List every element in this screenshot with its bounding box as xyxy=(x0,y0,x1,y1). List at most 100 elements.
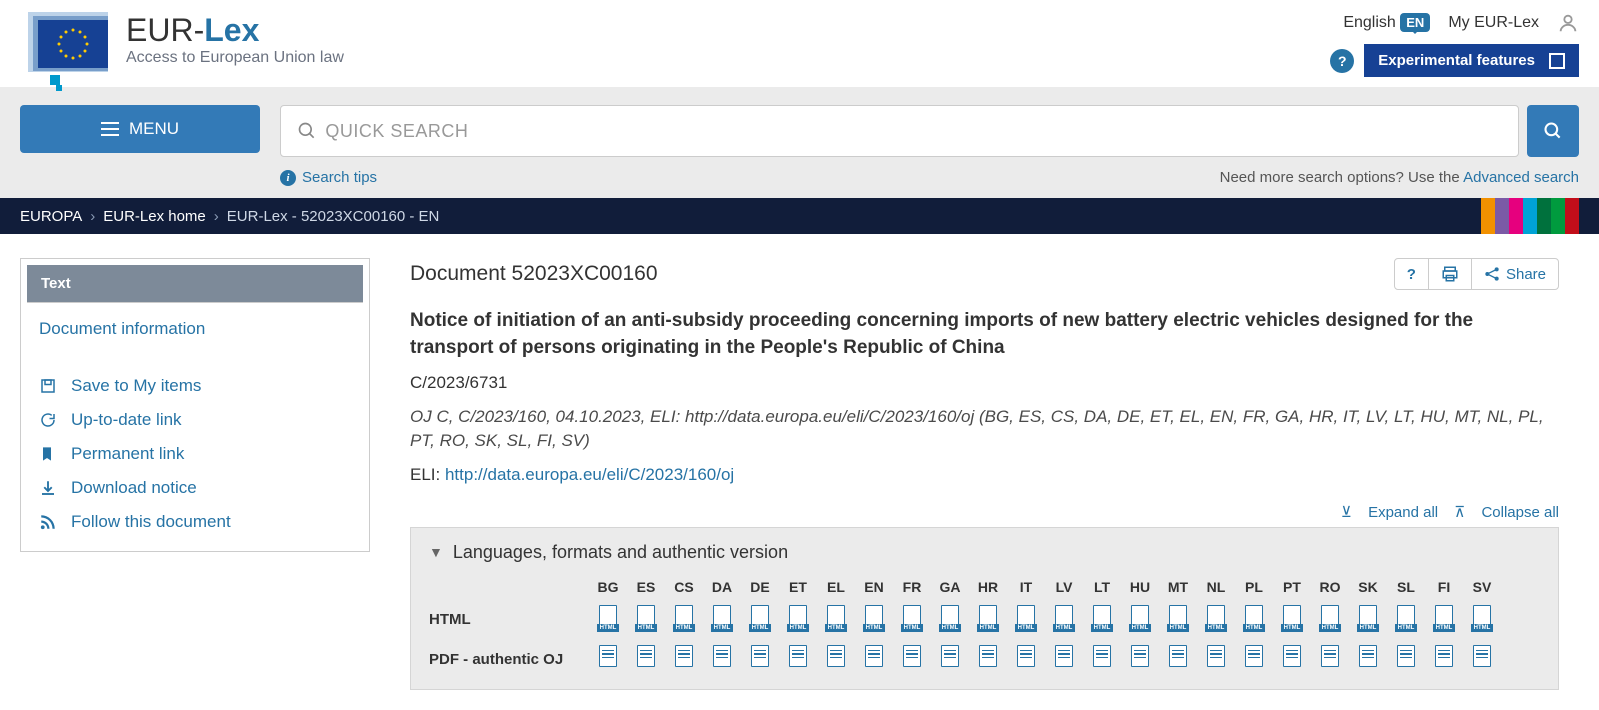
format-download-link[interactable] xyxy=(741,645,779,675)
format-download-link[interactable] xyxy=(779,645,817,675)
sidebar-action-refresh[interactable]: Up-to-date link xyxy=(21,403,369,437)
experimental-features-toggle[interactable]: Experimental features xyxy=(1364,44,1579,77)
format-download-link[interactable]: HTML xyxy=(1273,605,1311,635)
format-download-link[interactable]: HTML xyxy=(1235,605,1273,635)
lang-header: GA xyxy=(931,579,969,595)
format-download-link[interactable] xyxy=(817,645,855,675)
lang-header: RO xyxy=(1311,579,1349,595)
eli-link[interactable]: http://data.europa.eu/eli/C/2023/160/oj xyxy=(445,465,734,484)
lang-header: MT xyxy=(1159,579,1197,595)
format-download-link[interactable]: HTML xyxy=(1159,605,1197,635)
document-information-link[interactable]: Document information xyxy=(21,309,369,349)
format-download-link[interactable] xyxy=(627,645,665,675)
sidebar-action-download[interactable]: Download notice xyxy=(21,471,369,505)
format-download-link[interactable]: HTML xyxy=(1007,605,1045,635)
format-download-link[interactable] xyxy=(1121,645,1159,675)
format-download-link[interactable]: HTML xyxy=(969,605,1007,635)
search-tips-link[interactable]: i Search tips xyxy=(280,169,377,186)
format-download-link[interactable]: HTML xyxy=(817,605,855,635)
doc-help-button[interactable]: ? xyxy=(1395,259,1428,289)
sidebar-action-save[interactable]: Save to My items xyxy=(21,369,369,403)
format-download-link[interactable] xyxy=(703,645,741,675)
expand-all-link[interactable]: ⊻ Expand all xyxy=(1341,504,1438,521)
quick-search-box[interactable] xyxy=(280,105,1519,157)
format-download-link[interactable] xyxy=(1159,645,1197,675)
format-download-link[interactable]: HTML xyxy=(1387,605,1425,635)
format-download-link[interactable]: HTML xyxy=(1311,605,1349,635)
format-download-link[interactable] xyxy=(1007,645,1045,675)
lang-header: HR xyxy=(969,579,1007,595)
format-download-link[interactable] xyxy=(1425,645,1463,675)
lang-header: FR xyxy=(893,579,931,595)
format-download-link[interactable] xyxy=(1235,645,1273,675)
logo-area[interactable]: EUR-Lex Access to European Union law xyxy=(20,12,344,87)
breadcrumb-item[interactable]: EUROPA xyxy=(20,208,82,225)
format-download-link[interactable] xyxy=(969,645,1007,675)
format-download-link[interactable] xyxy=(893,645,931,675)
format-download-link[interactable] xyxy=(1387,645,1425,675)
breadcrumb-item[interactable]: EUR-Lex home xyxy=(103,208,206,225)
breadcrumb-item: EUR-Lex - 52023XC00160 - EN xyxy=(227,208,440,225)
format-download-link[interactable] xyxy=(1273,645,1311,675)
collapse-all-link[interactable]: ⊼ Collapse all xyxy=(1454,504,1559,521)
bookmark-icon xyxy=(39,445,57,463)
lang-header: FI xyxy=(1425,579,1463,595)
format-download-link[interactable] xyxy=(589,645,627,675)
format-download-link[interactable] xyxy=(665,645,703,675)
format-download-link[interactable] xyxy=(1311,645,1349,675)
sidebar-action-rss[interactable]: Follow this document xyxy=(21,505,369,539)
lang-header: DA xyxy=(703,579,741,595)
sidebar-tab-text[interactable]: Text xyxy=(27,265,363,303)
format-download-link[interactable]: HTML xyxy=(627,605,665,635)
format-download-link[interactable]: HTML xyxy=(1121,605,1159,635)
format-download-link[interactable]: HTML xyxy=(665,605,703,635)
format-download-link[interactable] xyxy=(931,645,969,675)
sidebar-panel: Text Document information Save to My ite… xyxy=(20,258,370,552)
format-download-link[interactable] xyxy=(855,645,893,675)
experimental-checkbox[interactable] xyxy=(1549,53,1565,69)
format-download-link[interactable]: HTML xyxy=(931,605,969,635)
search-input[interactable] xyxy=(325,121,1502,142)
header-top-links: English EN My EUR-Lex xyxy=(1343,12,1579,34)
format-row: HTMLHTMLHTMLHTMLHTMLHTMLHTMLHTMLHTMLHTML… xyxy=(429,605,1540,635)
advanced-search-text: Need more search options? Use the Advanc… xyxy=(1220,169,1579,186)
help-icon[interactable]: ? xyxy=(1330,49,1354,73)
lang-header: PL xyxy=(1235,579,1273,595)
sidebar-action-bookmark[interactable]: Permanent link xyxy=(21,437,369,471)
format-download-link[interactable]: HTML xyxy=(589,605,627,635)
format-download-link[interactable]: HTML xyxy=(1197,605,1235,635)
search-submit-button[interactable] xyxy=(1527,105,1579,157)
format-download-link[interactable]: HTML xyxy=(1425,605,1463,635)
user-icon[interactable] xyxy=(1557,12,1579,34)
eu-stars-icon xyxy=(53,24,93,64)
format-download-link[interactable]: HTML xyxy=(779,605,817,635)
format-download-link[interactable] xyxy=(1349,645,1387,675)
format-download-link[interactable] xyxy=(1083,645,1121,675)
format-download-link[interactable]: HTML xyxy=(1349,605,1387,635)
doc-print-button[interactable] xyxy=(1428,259,1471,289)
format-download-link[interactable] xyxy=(1197,645,1235,675)
format-download-link[interactable] xyxy=(1045,645,1083,675)
download-icon xyxy=(39,479,57,497)
format-download-link[interactable] xyxy=(1463,645,1501,675)
format-download-link[interactable]: HTML xyxy=(1463,605,1501,635)
lang-header: ET xyxy=(779,579,817,595)
languages-panel-toggle[interactable]: ▼ Languages, formats and authentic versi… xyxy=(429,542,1540,563)
format-download-link[interactable]: HTML xyxy=(703,605,741,635)
format-download-link[interactable]: HTML xyxy=(1083,605,1121,635)
menu-button[interactable]: MENU xyxy=(20,105,260,153)
format-download-link[interactable]: HTML xyxy=(855,605,893,635)
format-download-link[interactable]: HTML xyxy=(1045,605,1083,635)
document-reference: C/2023/6731 xyxy=(410,373,1559,393)
format-download-link[interactable]: HTML xyxy=(893,605,931,635)
info-icon: i xyxy=(280,170,296,186)
lang-header: DE xyxy=(741,579,779,595)
refresh-icon xyxy=(39,411,57,429)
doc-share-button[interactable]: Share xyxy=(1471,259,1558,289)
language-selector[interactable]: English EN xyxy=(1343,14,1430,32)
advanced-search-link[interactable]: Advanced search xyxy=(1463,169,1579,186)
eu-flag-logo xyxy=(20,12,110,87)
my-eurlex-link[interactable]: My EUR-Lex xyxy=(1448,14,1539,32)
format-download-link[interactable]: HTML xyxy=(741,605,779,635)
lang-header: PT xyxy=(1273,579,1311,595)
